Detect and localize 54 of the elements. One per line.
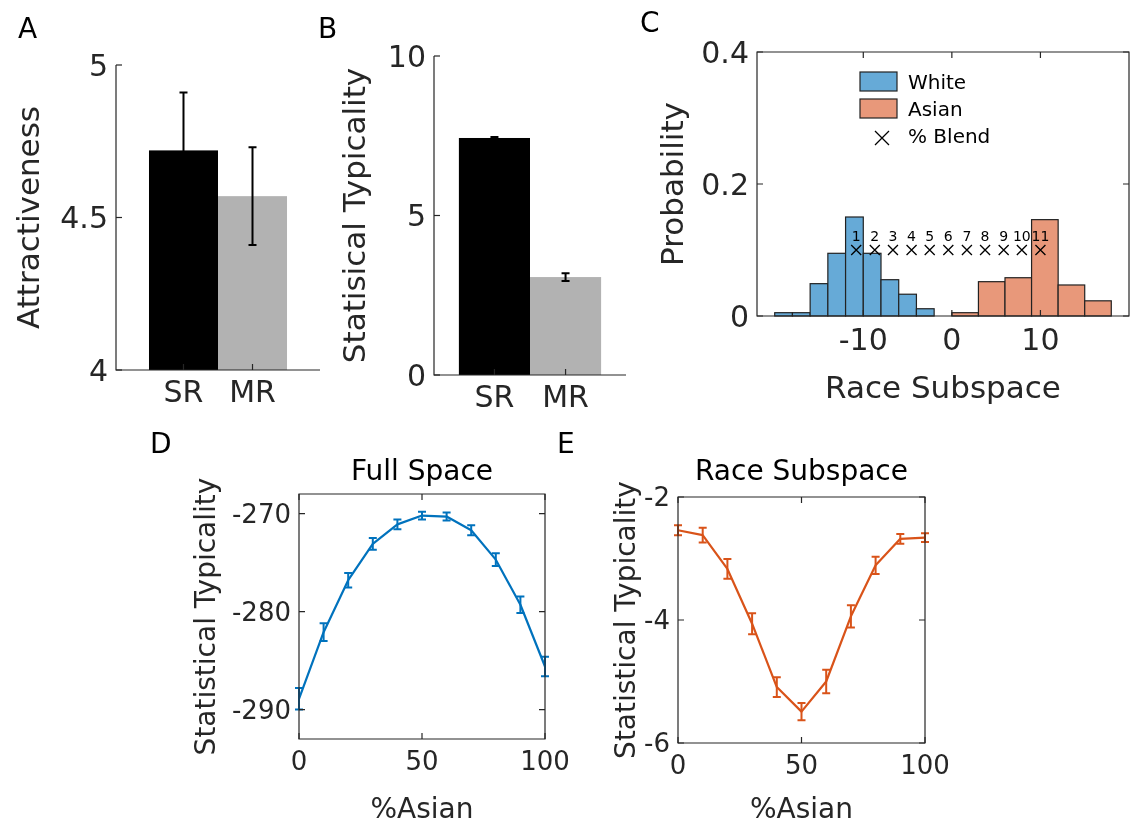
y-tick-label: 0: [729, 298, 749, 334]
x-tick-label: -10: [838, 322, 888, 357]
y-tick-label: -6: [644, 728, 670, 759]
y-tick-label: -290: [231, 694, 291, 725]
x-tick-label: 50: [405, 745, 439, 776]
x-tick-label: 10: [1021, 322, 1060, 357]
y-tick-label: 4: [88, 352, 108, 388]
y-tick-label: -270: [231, 498, 291, 529]
x-axis-title: %Asian: [749, 792, 854, 825]
x-tick-label: MR: [542, 379, 589, 414]
legend-label: % Blend: [908, 124, 991, 148]
y-axis-title: Probability: [653, 102, 690, 266]
x-tick-label: 100: [900, 749, 950, 780]
y-axis-title: Attractiveness: [9, 106, 46, 329]
text: A: [18, 12, 38, 45]
annotation: 8: [980, 228, 990, 244]
y-tick-label: -2: [644, 482, 670, 513]
x-axis-title: %Asian: [370, 792, 474, 825]
y-tick-label: 5: [88, 47, 108, 83]
x-tick-label: 0: [942, 322, 962, 357]
y-tick-label: 10: [387, 38, 426, 74]
y-axis-title: Statistical Typicality: [188, 477, 222, 756]
annotation: 10: [1012, 228, 1031, 244]
y-axis-title: Statistical Typicality: [608, 481, 642, 759]
x-tick-label: 50: [784, 749, 819, 780]
chart-title: Full Space: [350, 454, 494, 487]
x-tick-label: 100: [520, 745, 570, 776]
annotation: 5: [925, 228, 935, 244]
y-tick-label: -4: [644, 605, 670, 636]
y-tick-label: 5: [406, 198, 426, 233]
chart-title: Race Subspace: [695, 454, 908, 487]
y-tick-label: 0.2: [701, 166, 749, 202]
legend-label: White: [908, 70, 967, 94]
y-tick-label: -280: [231, 596, 291, 627]
y-axis-title: Statisical Typicality: [335, 67, 372, 364]
annotation: 7: [962, 228, 972, 244]
text: C: [640, 6, 660, 39]
x-tick-label: MR: [229, 374, 276, 409]
x-axis-title: Race Subspace: [825, 369, 1061, 405]
legend-label: Asian: [908, 97, 963, 121]
annotation: 4: [907, 228, 917, 244]
x-tick-label: SR: [474, 379, 515, 414]
annotation: 2: [870, 228, 880, 244]
text: E: [557, 427, 575, 460]
annotation: 6: [943, 228, 953, 244]
text: B: [318, 12, 338, 45]
annotation: 9: [999, 228, 1009, 244]
y-tick-label: 4.5: [60, 200, 108, 235]
x-tick-label: SR: [163, 374, 204, 409]
annotation: 1: [851, 228, 861, 244]
text: D: [150, 427, 172, 460]
annotation: 11: [1031, 228, 1050, 244]
y-tick-label: 0.4: [701, 34, 749, 70]
annotation: 3: [888, 228, 898, 244]
